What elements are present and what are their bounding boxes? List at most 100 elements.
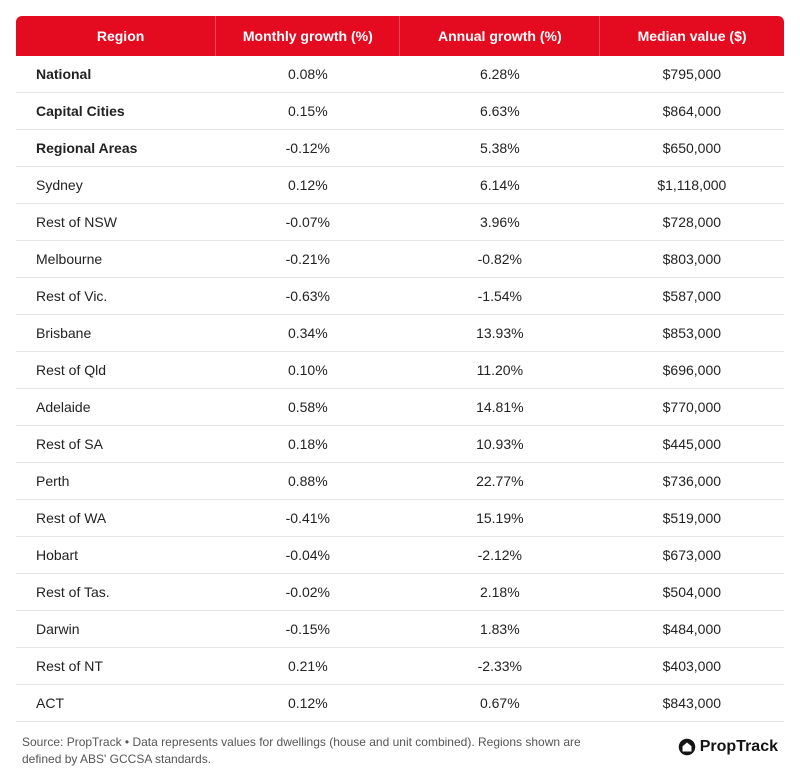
- table-row: Darwin-0.15%1.83%$484,000: [16, 611, 784, 648]
- table-cell: -2.33%: [400, 648, 600, 685]
- table-cell: 0.12%: [216, 685, 400, 722]
- table-cell: Rest of WA: [16, 500, 216, 537]
- table-cell: 2.18%: [400, 574, 600, 611]
- table-cell: National: [16, 56, 216, 93]
- table-cell: $403,000: [600, 648, 784, 685]
- table-cell: 0.12%: [216, 167, 400, 204]
- table-cell: Rest of Tas.: [16, 574, 216, 611]
- table-cell: $770,000: [600, 389, 784, 426]
- table-cell: $728,000: [600, 204, 784, 241]
- table-cell: $587,000: [600, 278, 784, 315]
- table-cell: $504,000: [600, 574, 784, 611]
- table-cell: Rest of Qld: [16, 352, 216, 389]
- table-header: RegionMonthly growth (%)Annual growth (%…: [16, 16, 784, 56]
- table-cell: 10.93%: [400, 426, 600, 463]
- table-row: Melbourne-0.21%-0.82%$803,000: [16, 241, 784, 278]
- table-row: Capital Cities0.15%6.63%$864,000: [16, 93, 784, 130]
- table-cell: -0.02%: [216, 574, 400, 611]
- table-cell: $519,000: [600, 500, 784, 537]
- table-cell: 6.63%: [400, 93, 600, 130]
- table-cell: Perth: [16, 463, 216, 500]
- table-cell: -0.04%: [216, 537, 400, 574]
- table-cell: 1.83%: [400, 611, 600, 648]
- table-cell: $864,000: [600, 93, 784, 130]
- table-cell: $650,000: [600, 130, 784, 167]
- table-cell: 6.28%: [400, 56, 600, 93]
- table-cell: 22.77%: [400, 463, 600, 500]
- col-header: Region: [16, 16, 216, 56]
- table-row: Rest of SA0.18%10.93%$445,000: [16, 426, 784, 463]
- table-cell: $853,000: [600, 315, 784, 352]
- table-cell: -1.54%: [400, 278, 600, 315]
- table-cell: 0.21%: [216, 648, 400, 685]
- table-cell: 0.88%: [216, 463, 400, 500]
- brand-logo: PropTrack: [678, 734, 778, 756]
- table-cell: -0.07%: [216, 204, 400, 241]
- table-cell: $445,000: [600, 426, 784, 463]
- house-icon: [678, 738, 696, 756]
- table-row: Rest of Qld0.10%11.20%$696,000: [16, 352, 784, 389]
- table-cell: -0.41%: [216, 500, 400, 537]
- table-cell: $795,000: [600, 56, 784, 93]
- table-cell: 6.14%: [400, 167, 600, 204]
- brand-name: PropTrack: [700, 738, 778, 756]
- table-cell: Melbourne: [16, 241, 216, 278]
- table-row: Adelaide0.58%14.81%$770,000: [16, 389, 784, 426]
- table-cell: 5.38%: [400, 130, 600, 167]
- table-row: Rest of Vic.-0.63%-1.54%$587,000: [16, 278, 784, 315]
- table-row: Sydney0.12%6.14%$1,118,000: [16, 167, 784, 204]
- table-cell: -0.82%: [400, 241, 600, 278]
- table-cell: 0.10%: [216, 352, 400, 389]
- table-cell: Rest of NT: [16, 648, 216, 685]
- table-cell: 0.58%: [216, 389, 400, 426]
- table-cell: Adelaide: [16, 389, 216, 426]
- growth-table: RegionMonthly growth (%)Annual growth (%…: [16, 16, 784, 722]
- table-cell: Brisbane: [16, 315, 216, 352]
- table-cell: 11.20%: [400, 352, 600, 389]
- table-cell: $673,000: [600, 537, 784, 574]
- table-cell: -2.12%: [400, 537, 600, 574]
- table-cell: 0.15%: [216, 93, 400, 130]
- table-cell: 13.93%: [400, 315, 600, 352]
- table-cell: -0.21%: [216, 241, 400, 278]
- table-cell: $736,000: [600, 463, 784, 500]
- table-cell: $1,118,000: [600, 167, 784, 204]
- table-cell: Rest of SA: [16, 426, 216, 463]
- table-row: Rest of NSW-0.07%3.96%$728,000: [16, 204, 784, 241]
- table-cell: 3.96%: [400, 204, 600, 241]
- table-footer: Source: PropTrack • Data represents valu…: [16, 722, 784, 768]
- col-header: Monthly growth (%): [216, 16, 400, 56]
- table-cell: Regional Areas: [16, 130, 216, 167]
- table-cell: Sydney: [16, 167, 216, 204]
- table-cell: Darwin: [16, 611, 216, 648]
- table-cell: $484,000: [600, 611, 784, 648]
- table-row: National0.08%6.28%$795,000: [16, 56, 784, 93]
- table-row: Rest of WA-0.41%15.19%$519,000: [16, 500, 784, 537]
- table-cell: -0.63%: [216, 278, 400, 315]
- table-cell: -0.15%: [216, 611, 400, 648]
- table-cell: -0.12%: [216, 130, 400, 167]
- table-cell: 0.34%: [216, 315, 400, 352]
- source-note: Source: PropTrack • Data represents valu…: [22, 734, 582, 768]
- table-cell: ACT: [16, 685, 216, 722]
- table-cell: 0.67%: [400, 685, 600, 722]
- col-header: Annual growth (%): [400, 16, 600, 56]
- table-cell: 0.18%: [216, 426, 400, 463]
- table-cell: $696,000: [600, 352, 784, 389]
- table-cell: $803,000: [600, 241, 784, 278]
- table-cell: 0.08%: [216, 56, 400, 93]
- table-row: Rest of NT0.21%-2.33%$403,000: [16, 648, 784, 685]
- table-cell: Rest of NSW: [16, 204, 216, 241]
- table-body: National0.08%6.28%$795,000Capital Cities…: [16, 56, 784, 722]
- table-cell: 14.81%: [400, 389, 600, 426]
- table-cell: Capital Cities: [16, 93, 216, 130]
- table-row: Rest of Tas.-0.02%2.18%$504,000: [16, 574, 784, 611]
- table-cell: Hobart: [16, 537, 216, 574]
- col-header: Median value ($): [600, 16, 784, 56]
- table-cell: $843,000: [600, 685, 784, 722]
- table-cell: 15.19%: [400, 500, 600, 537]
- table-row: Regional Areas-0.12%5.38%$650,000: [16, 130, 784, 167]
- table-row: Perth0.88%22.77%$736,000: [16, 463, 784, 500]
- table-row: Brisbane0.34%13.93%$853,000: [16, 315, 784, 352]
- table-row: Hobart-0.04%-2.12%$673,000: [16, 537, 784, 574]
